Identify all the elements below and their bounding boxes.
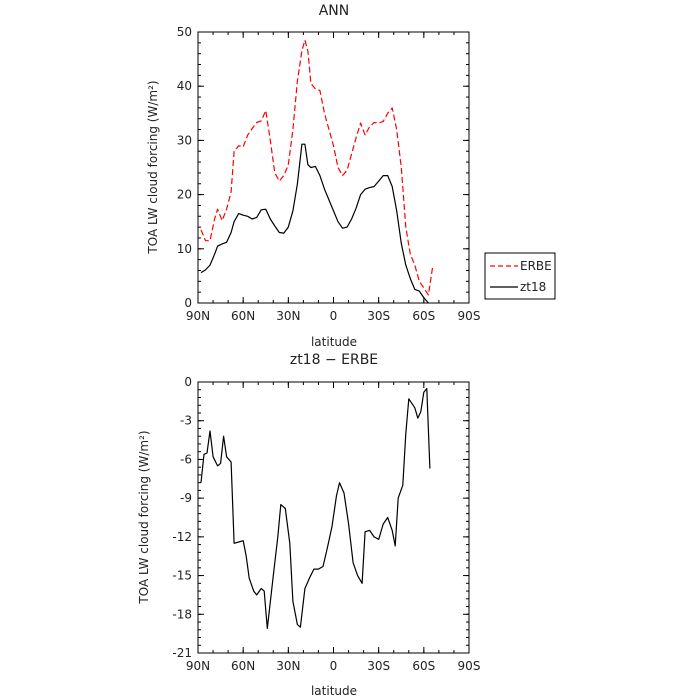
top-x-tick-labels: 90N 60N 30N 0 30S 60S 90S [186, 309, 481, 323]
bottom-panel: zt18 − ERBE 0 -3 -6 -9 -12 -15 -18 -21 90N 60N 30… [137, 352, 480, 698]
legend: ERBE zt18 [484, 252, 556, 300]
y-tick-label: -9 [180, 491, 192, 505]
y-tick-label: 10 [177, 242, 192, 256]
x-tick-label: 30N [276, 309, 300, 323]
x-tick-label: 60N [231, 309, 255, 323]
top-y-tick-labels: 0 10 20 30 40 50 [177, 25, 192, 310]
series-line-erbe [200, 39, 434, 296]
x-tick-label: 60S [412, 659, 435, 673]
series-line-zt18 [200, 143, 429, 304]
y-tick-label: -15 [172, 569, 192, 583]
x-tick-label: 0 [330, 309, 338, 323]
y-tick-label: 30 [177, 133, 192, 147]
top-chart-title: ANN [319, 3, 350, 19]
y-tick-label: -21 [172, 646, 192, 660]
y-tick-label: 20 [177, 188, 192, 202]
bottom-y-tick-labels: 0 -3 -6 -9 -12 -15 -18 -21 [172, 375, 192, 660]
top-tick-marks [197, 31, 470, 304]
bottom-y-axis-label: TOA LW cloud forcing (W/m²) [137, 430, 151, 604]
bottom-x-axis-label: latitude [311, 684, 357, 698]
y-tick-label: 0 [184, 375, 192, 389]
x-tick-label: 90S [458, 309, 481, 323]
bottom-x-tick-labels: 90N 60N 30N 0 30S 60S 90S [186, 659, 481, 673]
top-x-axis-label: latitude [311, 335, 357, 349]
top-series-lines [200, 39, 434, 304]
legend-box [484, 252, 556, 300]
y-tick-label: -3 [180, 414, 192, 428]
y-tick-label: 50 [177, 25, 192, 39]
y-tick-label: -12 [172, 530, 192, 544]
bottom-plot-frame [197, 381, 470, 654]
bottom-chart-title: zt18 − ERBE [290, 352, 378, 368]
bottom-series-lines [200, 387, 431, 630]
x-tick-label: 30S [367, 659, 390, 673]
y-tick-label: -6 [180, 452, 192, 466]
top-y-axis-label: TOA LW cloud forcing (W/m²) [146, 80, 160, 254]
legend-label-erbe: ERBE [520, 259, 552, 273]
y-tick-label: 40 [177, 79, 192, 93]
x-tick-label: 0 [330, 659, 338, 673]
x-tick-label: 30S [367, 309, 390, 323]
y-tick-label: 0 [184, 296, 192, 310]
x-tick-label: 90N [186, 309, 210, 323]
top-plot-frame [197, 31, 470, 304]
x-tick-label: 30N [276, 659, 300, 673]
x-tick-label: 60S [412, 309, 435, 323]
top-panel: ANN 0 10 20 30 40 50 90N 60N 30N 0 30S 60S 90S lati… [146, 3, 556, 349]
y-tick-label: -18 [172, 607, 192, 621]
series-line-difference [200, 387, 431, 630]
x-tick-label: 90N [186, 659, 210, 673]
x-tick-label: 60N [231, 659, 255, 673]
legend-label-zt18: zt18 [520, 280, 546, 294]
x-tick-label: 90S [458, 659, 481, 673]
